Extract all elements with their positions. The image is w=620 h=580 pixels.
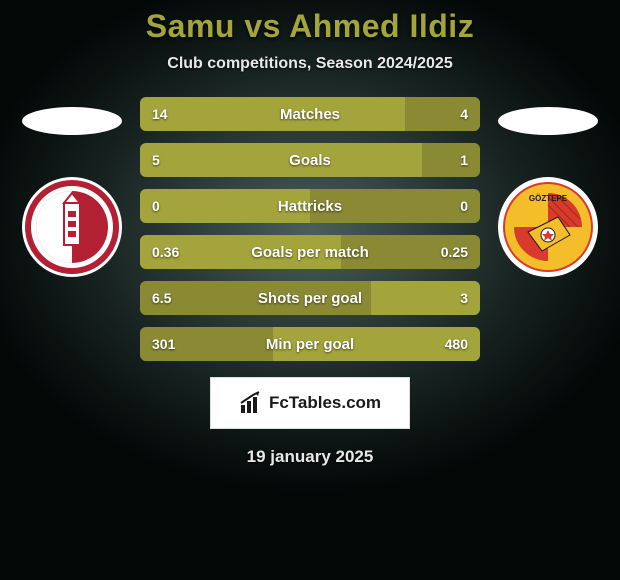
stat-label: Min per goal [266, 336, 354, 353]
stat-bar: 0.36 0.25 Goals per match [140, 235, 480, 269]
stat-bars-container: 14 4 Matches 5 1 Goals 0 0 Hattricks 0.36 0.25 Goal… [140, 97, 480, 361]
stat-value-right: 3 [460, 290, 468, 306]
right-player-column: GÖZTEPE [498, 107, 598, 277]
right-player-avatar-placeholder [498, 107, 598, 135]
stat-value-left: 5 [152, 152, 160, 168]
stat-value-left: 0 [152, 198, 160, 214]
stat-bar-left-fill [140, 143, 422, 177]
goztepe-logo-icon: GÖZTEPE [498, 177, 598, 277]
left-player-column [22, 107, 122, 277]
date-label: 19 january 2025 [247, 447, 374, 467]
stat-bar: 301 480 Min per goal [140, 327, 480, 361]
right-club-logo: GÖZTEPE [498, 177, 598, 277]
page-title: Samu vs Ahmed Ildiz [146, 8, 474, 45]
svg-text:GÖZTEPE: GÖZTEPE [529, 194, 568, 203]
stat-value-right: 1 [460, 152, 468, 168]
chart-growth-icon [239, 391, 263, 415]
stat-value-left: 0.36 [152, 244, 179, 260]
compare-area: 14 4 Matches 5 1 Goals 0 0 Hattricks 0.36 0.25 Goal… [0, 97, 620, 361]
stat-bar: 0 0 Hattricks [140, 189, 480, 223]
stat-bar: 5 1 Goals [140, 143, 480, 177]
stat-value-right: 0 [460, 198, 468, 214]
left-player-avatar-placeholder [22, 107, 122, 135]
content-container: Samu vs Ahmed Ildiz Club competitions, S… [0, 0, 620, 580]
left-club-logo [22, 177, 122, 277]
stat-label: Goals per match [251, 244, 369, 261]
stat-value-left: 6.5 [152, 290, 171, 306]
source-badge: FcTables.com [210, 377, 410, 429]
source-label: FcTables.com [269, 393, 381, 413]
stat-bar: 14 4 Matches [140, 97, 480, 131]
stat-label: Shots per goal [258, 290, 362, 307]
stat-value-right: 480 [445, 336, 468, 352]
stat-label: Goals [289, 152, 331, 169]
stat-bar-right-fill [422, 143, 480, 177]
stat-value-right: 0.25 [441, 244, 468, 260]
antalyaspor-logo-icon [22, 177, 122, 277]
stat-value-left: 301 [152, 336, 175, 352]
stat-value-right: 4 [460, 106, 468, 122]
stat-label: Matches [280, 106, 340, 123]
stat-bar: 6.5 3 Shots per goal [140, 281, 480, 315]
stat-bar-right-fill [405, 97, 480, 131]
stat-bar-left-fill [140, 97, 405, 131]
stat-label: Hattricks [278, 198, 342, 215]
subtitle: Club competitions, Season 2024/2025 [167, 55, 452, 73]
stat-value-left: 14 [152, 106, 168, 122]
